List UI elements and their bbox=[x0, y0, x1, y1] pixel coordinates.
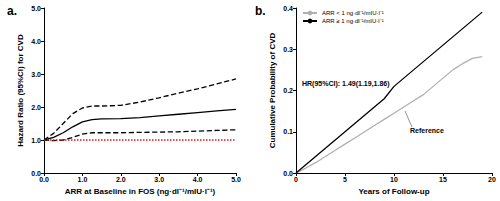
svg-text:0.0: 0.0 bbox=[39, 176, 49, 183]
svg-text:5.0: 5.0 bbox=[231, 176, 241, 183]
svg-text:2.0: 2.0 bbox=[116, 176, 126, 183]
svg-text:a.: a. bbox=[7, 4, 17, 18]
svg-text:0: 0 bbox=[294, 176, 298, 183]
svg-text:0.2: 0.2 bbox=[283, 87, 293, 94]
svg-text:15: 15 bbox=[439, 176, 447, 183]
svg-text:0.3: 0.3 bbox=[283, 46, 293, 53]
svg-text:5: 5 bbox=[343, 176, 347, 183]
svg-text:0.0: 0.0 bbox=[283, 170, 293, 177]
svg-text:3.0: 3.0 bbox=[154, 176, 164, 183]
svg-text:1.0: 1.0 bbox=[78, 176, 88, 183]
svg-text:1.0: 1.0 bbox=[31, 137, 41, 144]
svg-text:4.0: 4.0 bbox=[193, 176, 203, 183]
svg-text:0.0: 0.0 bbox=[31, 169, 41, 177]
svg-text:4.0: 4.0 bbox=[31, 38, 41, 45]
svg-text:0.1: 0.1 bbox=[283, 128, 293, 135]
svg-text:Years of Follow-up: Years of Follow-up bbox=[358, 187, 429, 196]
svg-text:10: 10 bbox=[390, 176, 398, 183]
svg-text:ARR ≥ 1 ng·dl⁻¹/mIU·l⁻¹: ARR ≥ 1 ng·dl⁻¹/mIU·l⁻¹ bbox=[322, 18, 384, 24]
svg-text:20: 20 bbox=[488, 176, 496, 183]
svg-text:0.4: 0.4 bbox=[283, 5, 293, 12]
svg-text:3.0: 3.0 bbox=[31, 71, 41, 78]
svg-text:Hazard Ratio (95%CI) for CVD: Hazard Ratio (95%CI) for CVD bbox=[16, 34, 25, 147]
svg-text:b.: b. bbox=[255, 4, 266, 18]
svg-text:ARR < 1 ng·dl⁻¹/mIU·l⁻¹: ARR < 1 ng·dl⁻¹/mIU·l⁻¹ bbox=[322, 10, 384, 16]
svg-text:Cumulative Probability of CVD: Cumulative Probability of CVD bbox=[268, 32, 277, 148]
svg-text:HR(95%CI): 1.49(1.19,1.86): HR(95%CI): 1.49(1.19,1.86) bbox=[302, 80, 390, 88]
svg-text:5.0: 5.0 bbox=[31, 5, 41, 12]
svg-text:ARR at Baseline in FOS (ng·dl⁻: ARR at Baseline in FOS (ng·dl⁻¹/mIU·l⁻¹) bbox=[65, 187, 216, 196]
svg-text:2.0: 2.0 bbox=[31, 104, 41, 111]
svg-text:Reference: Reference bbox=[410, 127, 444, 134]
